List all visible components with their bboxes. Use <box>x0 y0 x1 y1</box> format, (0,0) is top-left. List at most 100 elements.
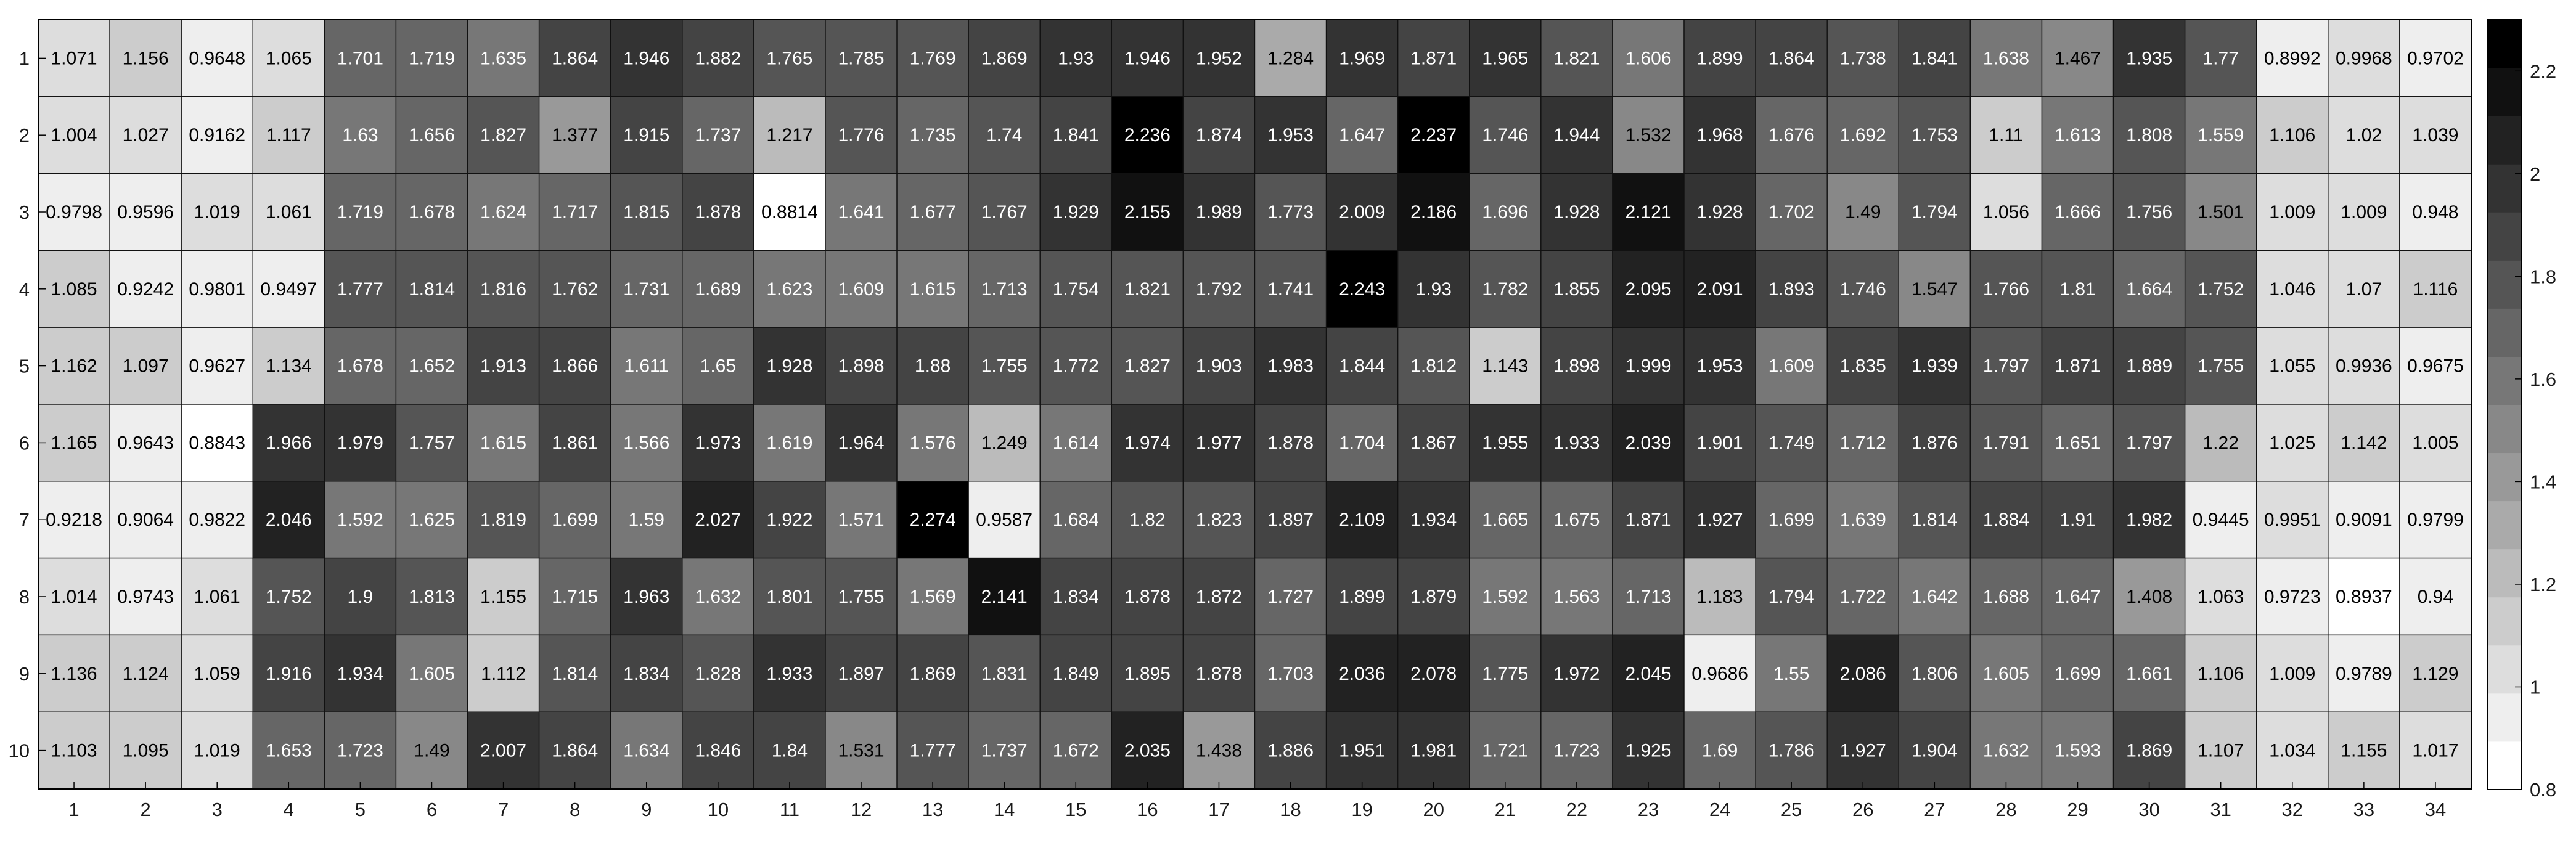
heatmap-cell <box>968 634 1041 712</box>
cell-value-label: 2.236 <box>1124 125 1171 145</box>
cell-value-label: 2.109 <box>1339 510 1385 530</box>
cell-value-label: 1.966 <box>266 433 312 453</box>
cell-value-label: 1.871 <box>2055 356 2101 377</box>
x-tick-label: 19 <box>1351 799 1372 820</box>
cell-value-label: 0.9648 <box>189 48 245 68</box>
heatmap-cell <box>968 327 1041 405</box>
cell-value-label: 1.719 <box>409 48 455 68</box>
heatmap-cell <box>538 481 611 559</box>
cell-value-label: 2.121 <box>1625 202 1671 222</box>
cell-value-label: 1.727 <box>1267 587 1314 607</box>
cell-value-label: 1.82 <box>1129 510 1165 530</box>
heatmap-cell <box>38 481 110 559</box>
x-tick-label: 28 <box>1995 799 2016 820</box>
cell-value-label: 1.749 <box>1768 433 1815 453</box>
cell-value-label: 0.9799 <box>2407 510 2464 530</box>
cell-value-label: 2.039 <box>1625 433 1671 453</box>
cell-value-label: 1.791 <box>1983 433 2029 453</box>
cell-value-label: 1.735 <box>910 125 956 145</box>
cell-value-label: 1.814 <box>552 664 598 684</box>
heatmap-cell <box>2399 557 2472 636</box>
heatmap-cell <box>1254 481 1327 559</box>
heatmap-cell <box>1612 557 1685 636</box>
heatmap-cell <box>1397 173 1470 251</box>
cell-value-label: 1.009 <box>2269 202 2315 222</box>
cell-value-label: 0.9587 <box>976 510 1032 530</box>
heatmap-cell <box>2112 96 2186 174</box>
cell-value-label: 2.186 <box>1410 202 1457 222</box>
cell-value-label: 1.878 <box>1267 433 1314 453</box>
x-tick-label: 10 <box>708 799 729 820</box>
heatmap-cell <box>1039 481 1113 559</box>
cell-value-label: 1.713 <box>981 279 1028 300</box>
cell-value-label: 0.9702 <box>2407 48 2464 68</box>
cell-value-label: 1.731 <box>623 279 669 300</box>
cell-value-label: 1.904 <box>1912 741 1958 761</box>
heatmap-cell <box>1969 481 2043 559</box>
heatmap-cell <box>1612 711 1685 790</box>
cell-value-label: 1.928 <box>1553 202 1600 222</box>
cell-value-label: 1.656 <box>409 125 455 145</box>
heatmap-cell <box>538 711 611 790</box>
cell-value-label: 1.831 <box>981 664 1028 684</box>
y-tick-label: 8 <box>19 586 30 608</box>
cell-value-label: 1.773 <box>1267 202 1314 222</box>
heatmap-cell <box>968 250 1041 328</box>
x-tick-label: 31 <box>2210 799 2231 820</box>
cell-value-label: 1.915 <box>623 125 669 145</box>
cell-value-label: 1.615 <box>480 433 526 453</box>
x-tick-label: 2 <box>141 799 151 820</box>
cell-value-label: 1.701 <box>337 48 383 68</box>
cell-value-label: 1.408 <box>2126 587 2172 607</box>
cell-value-label: 1.955 <box>1482 433 1528 453</box>
cell-value-label: 1.897 <box>838 664 884 684</box>
cell-value-label: 1.689 <box>695 279 741 300</box>
heatmap-cell <box>825 634 898 712</box>
heatmap-cell <box>1111 96 1184 174</box>
y-tick-label: 5 <box>19 356 30 377</box>
heatmap-cell <box>610 404 683 482</box>
cell-value-label: 1.547 <box>1912 279 1958 300</box>
heatmap-cell <box>2328 250 2400 328</box>
cell-value-label: 1.872 <box>1196 587 1242 607</box>
heatmap-cell <box>109 250 182 328</box>
cell-value-label: 1.93 <box>1058 48 1094 68</box>
cell-value-label: 1.766 <box>1983 279 2029 300</box>
cell-value-label: 1.117 <box>266 125 311 145</box>
heatmap-cell <box>1540 250 1613 328</box>
cell-value-label: 1.88 <box>915 356 951 377</box>
cell-value-label: 1.846 <box>695 741 741 761</box>
x-tick-label: 23 <box>1638 799 1659 820</box>
heatmap-cell <box>395 250 468 328</box>
cell-value-label: 1.927 <box>1840 741 1886 761</box>
heatmap-cell <box>2112 634 2186 712</box>
cell-value-label: 1.652 <box>409 356 455 377</box>
x-tick-label: 15 <box>1065 799 1086 820</box>
heatmap-cell <box>825 96 898 174</box>
heatmap-cell <box>538 19 611 97</box>
heatmap-cell <box>538 96 611 174</box>
cell-value-label: 1.165 <box>51 433 97 453</box>
cell-value-label: 1.772 <box>1053 356 1099 377</box>
heatmap-cell <box>682 711 754 790</box>
cell-value-label: 1.112 <box>481 664 526 684</box>
heatmap-cell <box>109 19 182 97</box>
cell-value-label: 1.11 <box>1989 125 2023 145</box>
cell-value-label: 1.675 <box>1553 510 1600 530</box>
heatmap-cell <box>2256 557 2329 636</box>
cell-value-label: 1.02 <box>2346 125 2382 145</box>
cell-value-label: 1.756 <box>2126 202 2172 222</box>
heatmap-cell <box>538 557 611 636</box>
cell-value-label: 2.243 <box>1339 279 1385 300</box>
cell-value-label: 1.183 <box>1697 587 1743 607</box>
heatmap-cell <box>395 711 468 790</box>
heatmap-cell <box>1325 634 1399 712</box>
y-tick-label: 6 <box>19 432 30 454</box>
cell-value-label: 1.893 <box>1768 279 1815 300</box>
cell-value-label: 1.901 <box>1697 433 1743 453</box>
cell-value-label: 1.143 <box>1482 356 1528 377</box>
heatmap-cell <box>1182 250 1256 328</box>
heatmap-cell <box>1182 481 1256 559</box>
heatmap-cell <box>2256 327 2329 405</box>
